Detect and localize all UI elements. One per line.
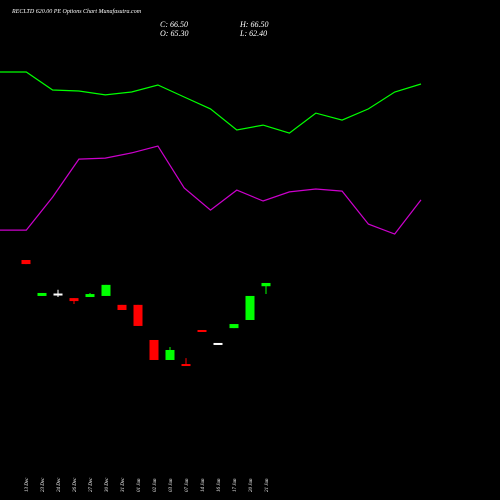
candle-body [85,294,95,298]
x-tick-label: 17 Jan [233,478,238,492]
candle-body [165,349,175,360]
x-tick-label: 14 Jan [201,478,206,492]
x-tick-label: 30 Dec [105,477,110,492]
candle-body [101,284,111,296]
ohlc-low: L: 62.40 [239,29,267,38]
candle-body [37,292,47,296]
indicator-line [0,145,422,235]
indicator-line [0,71,422,134]
x-tick-label: 03 Jan [169,478,174,492]
ohlc-open: O: 65.30 [160,29,188,38]
candle-body [149,339,159,360]
candle-body [213,342,223,345]
candle-body [21,260,31,265]
candle-body [53,293,63,296]
x-tick-label: 21 Jan [265,478,270,492]
x-tick-label: 07 Jan [185,478,190,492]
x-tick-label: 20 Jan [249,478,254,492]
x-tick-label: 13 Dec [25,477,30,492]
x-tick-label: 24 Dec [57,477,62,492]
ohlc-close: C: 66.50 [160,20,188,29]
candle-body [197,329,207,332]
candle-body [69,298,79,302]
candle-body [133,304,143,326]
ohlc-high: H: 66.50 [239,20,268,29]
candle-body [117,304,127,310]
candle-body [181,364,191,367]
x-tick-label: 26 Dec [73,477,78,492]
candle-body [245,295,255,320]
x-tick-label: 27 Dec [89,477,94,492]
x-tick-label: 16 Jan [217,478,222,492]
candle-body [229,324,239,329]
x-tick-label: 02 Jan [153,478,158,492]
x-tick-label: 23 Dec [41,477,46,492]
x-tick-label: 31 Dec [121,477,126,492]
chart-title: RECLTD 620.00 PE Options Chart Munafasut… [11,8,142,15]
candle-body [261,282,271,287]
x-tick-label: 01 Jan [137,478,142,492]
